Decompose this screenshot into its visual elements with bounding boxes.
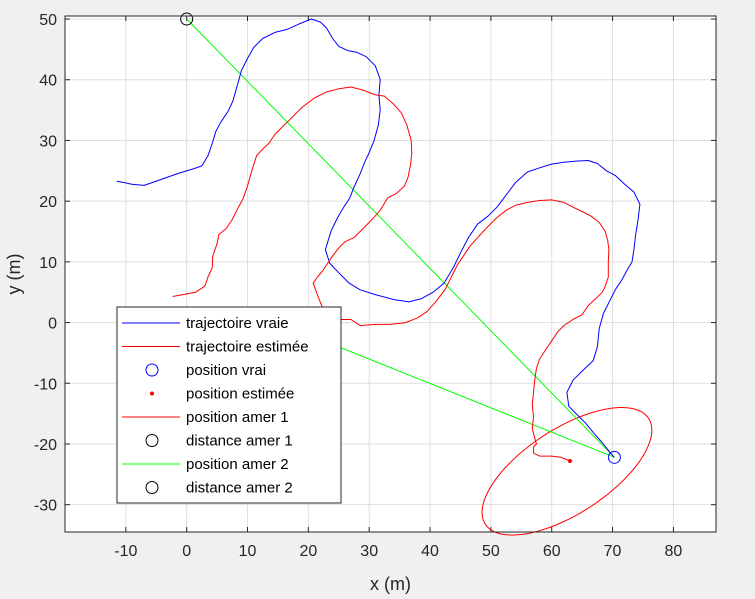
y-axis-label: y (m): [4, 254, 24, 295]
true-trajectory-line: [116, 18, 641, 458]
x-tick-label: 60: [543, 543, 561, 560]
y-tick-label: -10: [34, 376, 57, 393]
legend-label: trajectoire vraie: [186, 315, 289, 332]
legend-label: distance amer 1: [186, 433, 293, 450]
y-tick-label: 10: [39, 255, 57, 272]
landmark-marker: [180, 12, 194, 26]
y-tick-label: 0: [48, 316, 57, 333]
legend-label: position estimée: [186, 386, 294, 403]
plot-content: [116, 12, 653, 536]
legend: trajectoire vraie trajectoire estimée posi…: [116, 306, 342, 504]
legend-swatch-dot: [150, 391, 154, 396]
x-tick-label: 20: [299, 543, 317, 560]
line-amer-2: [308, 334, 615, 458]
x-tick-label: 70: [604, 543, 622, 560]
y-tick-label: 20: [39, 194, 57, 211]
legend-label: trajectoire estimée: [186, 339, 309, 356]
x-tick-label: 30: [360, 543, 378, 560]
x-ticks: -10 0 10 20 30 40 50 60 70 80: [114, 16, 682, 560]
estimated-position-dot: [567, 458, 572, 463]
legend-label: position amer 2: [186, 456, 289, 473]
x-axis-label: x (m): [370, 574, 411, 594]
y-tick-label: -30: [34, 498, 57, 515]
estimated-trajectory-line: [172, 86, 610, 462]
x-tick-label: -10: [114, 543, 137, 560]
x-tick-label: 0: [182, 543, 191, 560]
y-tick-label: 30: [39, 133, 57, 150]
x-tick-label: 10: [239, 543, 257, 560]
ellipse-amer-1: [481, 407, 653, 536]
y-tick-label: -20: [34, 437, 57, 454]
y-ticks: -30 -20 -10 0 10 20 30 40 50: [34, 12, 716, 515]
y-tick-label: 40: [39, 73, 57, 90]
legend-swatch-circle: [145, 363, 159, 377]
true-position-marker: [607, 450, 621, 464]
x-tick-label: 80: [665, 543, 683, 560]
legend-label: distance amer 2: [186, 480, 293, 497]
legend-label: position amer 1: [186, 409, 289, 426]
grid: [65, 16, 716, 532]
x-tick-label: 40: [421, 543, 439, 560]
x-tick-label: 50: [482, 543, 500, 560]
legend-label: position vrai: [186, 362, 266, 379]
legend-swatch-circle: [145, 434, 159, 447]
legend-swatch-circle: [145, 481, 159, 494]
legend-box: [116, 306, 342, 504]
y-tick-label: 50: [39, 12, 57, 29]
axes-box: [64, 15, 717, 533]
line-amer-2: [186, 18, 615, 458]
